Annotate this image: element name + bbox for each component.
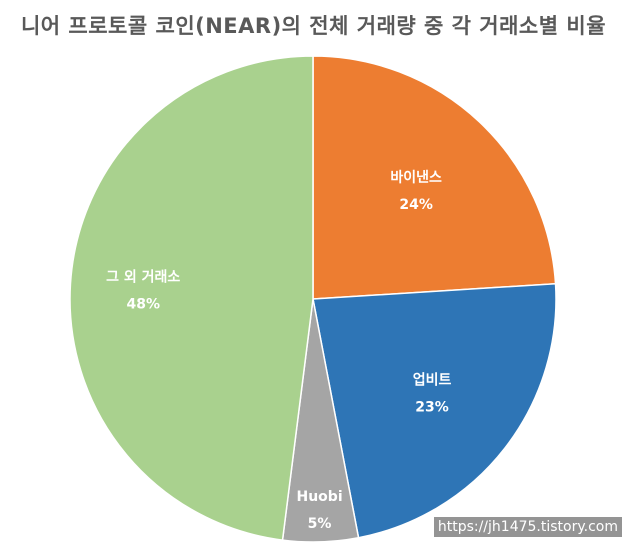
- pie-slices: [69, 55, 557, 543]
- pie-labels: 바이낸스 24% 업비트 23% Huobi 5% 그 외 거래소 48%: [106, 169, 451, 532]
- slice-label-value-2: 5%: [308, 516, 332, 532]
- slice-label-value-0: 24%: [399, 197, 433, 213]
- slice-label-value-3: 48%: [126, 296, 160, 312]
- pie-slice-3: [69, 55, 314, 541]
- watermark: https://jh1475.tistory.com: [433, 517, 622, 537]
- slice-label-name-3: 그 외 거래소: [106, 268, 180, 285]
- slice-label-name-0: 바이낸스: [390, 169, 442, 186]
- chart-title: 니어 프로토콜 코인(NEAR)의 전체 거래량 중 각 거래소별 비율: [20, 14, 607, 38]
- slice-label-name-1: 업비트: [413, 372, 452, 388]
- slice-label-name-2: Huobi: [297, 489, 343, 505]
- pie-slice-0: [312, 55, 557, 300]
- pie-slice-1: [312, 282, 557, 539]
- slice-label-value-1: 23%: [415, 399, 449, 415]
